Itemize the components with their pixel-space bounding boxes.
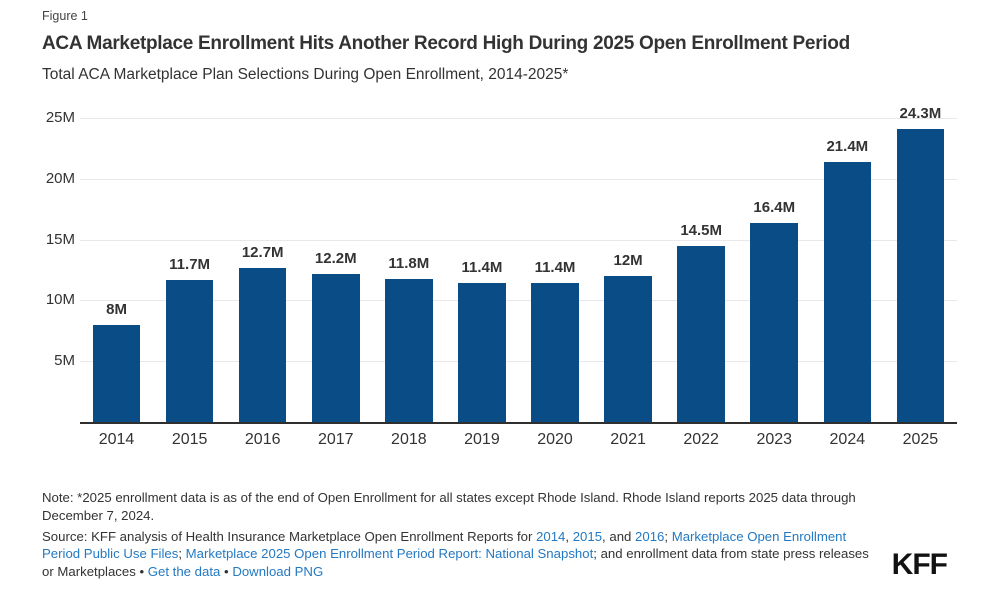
bar-column: 11.4M xyxy=(518,105,591,422)
bar-2018[interactable] xyxy=(385,279,433,422)
bar-2016[interactable] xyxy=(238,268,287,422)
gridline xyxy=(80,240,957,241)
bar-column: 24.3M xyxy=(884,105,957,422)
source-text-segment: ; and enrollment data from state press r… xyxy=(42,546,869,579)
bar-2019[interactable] xyxy=(458,283,506,422)
source-text-segment: • xyxy=(220,563,233,579)
bar-value-label: 12.7M xyxy=(241,244,284,261)
source-text-segment: , and xyxy=(602,529,636,544)
bar-value-label: 11.8M xyxy=(388,255,430,272)
bar-column: 21.4M xyxy=(811,105,884,422)
bar-2015[interactable] xyxy=(165,280,214,422)
note-text: Note: *2025 enrollment data is as of the… xyxy=(42,490,856,524)
source-text-segment: , xyxy=(565,529,573,544)
bars-container: 8M 11.7M 12.7M 12.2M 11.8M 11.4M 11.4M 12M 14.5M… xyxy=(80,105,957,422)
y-tick-label: 25M xyxy=(45,109,75,126)
bar-2023[interactable] xyxy=(750,223,798,422)
bar-column: 11.7M xyxy=(153,105,226,422)
bar-column: 11.4M xyxy=(445,105,518,422)
bar-value-label: 8M xyxy=(106,301,127,318)
x-tick-label: 2014 xyxy=(98,431,135,448)
bar-column: 16.4M xyxy=(738,105,811,422)
source-text-segment: Source: KFF analysis of Health Insurance… xyxy=(42,529,537,544)
bar-2025[interactable] xyxy=(896,129,945,422)
x-tick-label: 2016 xyxy=(244,431,281,448)
source-link[interactable]: Download PNG xyxy=(232,563,324,579)
bar-2020[interactable] xyxy=(531,283,579,422)
source-text: Source: KFF analysis of Health Insurance… xyxy=(42,528,874,580)
gridline xyxy=(80,361,957,362)
kff-logo: KFF xyxy=(891,548,948,581)
bar-chart: 5M 10M 15M 20M 25M 8M 11.7M 12.7M 12.2M 11.8M 11.… xyxy=(42,105,957,455)
source-link[interactable]: 2014 xyxy=(536,529,566,544)
bar-2014[interactable] xyxy=(92,325,141,422)
x-tick-label: 2022 xyxy=(683,431,719,448)
bar-value-label: 11.7M xyxy=(169,256,211,273)
y-tick-label: 10M xyxy=(45,291,75,308)
gridline xyxy=(80,300,957,301)
bar-value-label: 12M xyxy=(613,252,643,269)
gridline xyxy=(80,118,957,119)
source-link[interactable]: Marketplace 2025 Open Enrollment Period … xyxy=(185,546,594,562)
source-link[interactable]: 2015 xyxy=(572,529,603,544)
bar-column: 14.5M xyxy=(665,105,738,422)
x-axis-line xyxy=(80,422,957,424)
y-tick-label: 15M xyxy=(45,231,75,248)
bar-2022[interactable] xyxy=(677,246,725,422)
figure-label: Figure 1 xyxy=(42,9,88,23)
x-tick-label: 2021 xyxy=(610,431,646,448)
bar-column: 11.8M xyxy=(372,105,445,422)
x-tick-label: 2024 xyxy=(829,431,866,448)
chart-title: ACA Marketplace Enrollment Hits Another … xyxy=(42,33,850,54)
bar-value-label: 16.4M xyxy=(753,199,796,216)
source-link[interactable]: 2016 xyxy=(635,529,665,544)
source-link[interactable]: Get the data xyxy=(147,563,221,579)
bar-2024[interactable] xyxy=(823,162,872,422)
x-tick-label: 2025 xyxy=(902,431,939,448)
gridline xyxy=(80,179,957,180)
bar-value-label: 11.4M xyxy=(461,259,503,276)
chart-subtitle: Total ACA Marketplace Plan Selections Du… xyxy=(42,66,569,83)
bar-value-label: 24.3M xyxy=(899,105,942,122)
bar-2017[interactable] xyxy=(312,274,360,422)
bar-column: 12.7M xyxy=(226,105,299,422)
x-tick-label: 2020 xyxy=(537,431,573,448)
bar-value-label: 21.4M xyxy=(826,138,869,155)
x-tick-label: 2023 xyxy=(756,431,793,448)
y-tick-label: 5M xyxy=(54,352,75,369)
bar-column: 12M xyxy=(592,105,665,422)
source-text-segment: ; xyxy=(664,529,672,544)
bar-column: 12.2M xyxy=(299,105,372,422)
y-tick-label: 20M xyxy=(45,170,75,187)
source-link[interactable]: Marketplace Open Enrollment Period Publi… xyxy=(42,529,847,562)
x-axis-labels: 2014 2015 2016 2017 2018 2019 2020 2021 2022 2023… xyxy=(80,431,957,449)
bar-column: 8M xyxy=(80,105,153,422)
bar-value-label: 12.2M xyxy=(314,250,357,267)
x-tick-label: 2017 xyxy=(317,431,354,448)
bar-value-label: 11.4M xyxy=(534,259,576,276)
bar-2021[interactable] xyxy=(604,276,652,422)
x-tick-label: 2019 xyxy=(464,431,500,448)
source-text-segment: ; xyxy=(178,546,186,562)
bar-value-label: 14.5M xyxy=(680,222,723,239)
x-tick-label: 2018 xyxy=(391,431,427,448)
x-tick-label: 2015 xyxy=(171,431,208,448)
